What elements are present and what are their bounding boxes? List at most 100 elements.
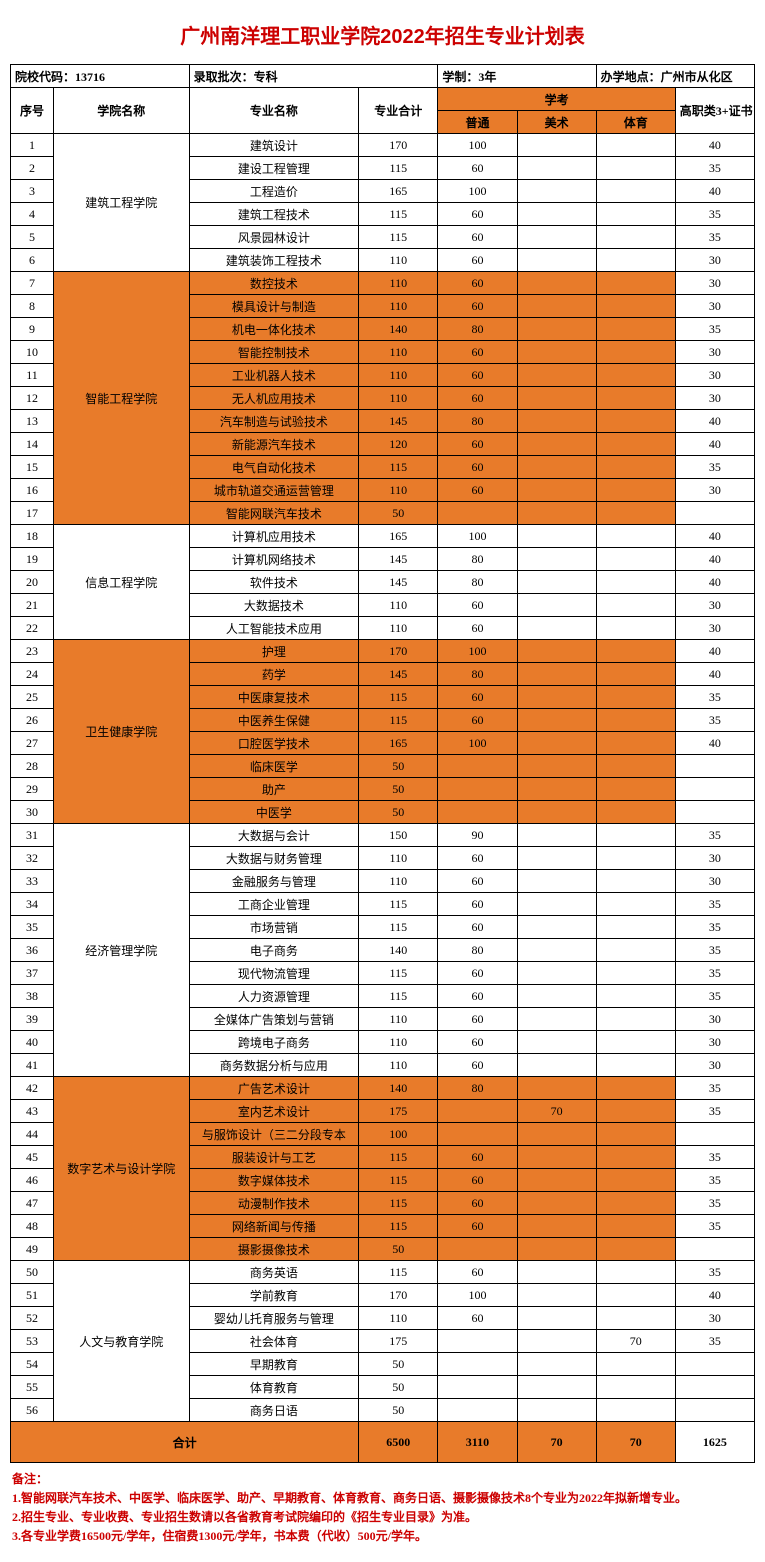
meishu-cell [517, 1146, 596, 1169]
putong-cell: 60 [438, 686, 517, 709]
major-cell: 网络新闻与传播 [189, 1215, 359, 1238]
meishu-cell [517, 180, 596, 203]
major-cell: 风景园林设计 [189, 226, 359, 249]
tiyu-cell [596, 686, 675, 709]
total-cell: 50 [359, 801, 438, 824]
putong-cell [438, 755, 517, 778]
dept-cell: 建筑工程学院 [53, 134, 189, 272]
row-idx: 55 [11, 1376, 54, 1399]
row-idx: 26 [11, 709, 54, 732]
tiyu-cell [596, 226, 675, 249]
putong-cell: 60 [438, 916, 517, 939]
cert-cell: 35 [675, 203, 754, 226]
dept-cell: 卫生健康学院 [53, 640, 189, 824]
major-cell: 智能控制技术 [189, 341, 359, 364]
row-idx: 20 [11, 571, 54, 594]
meishu-cell [517, 295, 596, 318]
putong-cell: 60 [438, 985, 517, 1008]
cert-cell: 40 [675, 640, 754, 663]
total-cell: 115 [359, 686, 438, 709]
row-idx: 14 [11, 433, 54, 456]
putong-cell: 60 [438, 387, 517, 410]
total-cell: 110 [359, 364, 438, 387]
row-idx: 33 [11, 870, 54, 893]
row-idx: 27 [11, 732, 54, 755]
cert-cell: 30 [675, 594, 754, 617]
tiyu-cell: 70 [596, 1330, 675, 1353]
major-cell: 中医养生保健 [189, 709, 359, 732]
total-cell: 115 [359, 1261, 438, 1284]
cert-cell: 35 [675, 1215, 754, 1238]
col-total: 专业合计 [359, 88, 438, 134]
notes: 备注： 1.智能网联汽车技术、中医学、临床医学、助产、早期教育、体育教育、商务日… [10, 1463, 755, 1552]
totals-row: 合计6500311070701625 [11, 1422, 755, 1463]
cert-cell [675, 778, 754, 801]
cert-cell: 40 [675, 433, 754, 456]
tiyu-cell [596, 1077, 675, 1100]
row-idx: 25 [11, 686, 54, 709]
totals-t: 6500 [359, 1422, 438, 1463]
major-cell: 机电一体化技术 [189, 318, 359, 341]
major-cell: 助产 [189, 778, 359, 801]
cert-cell: 40 [675, 571, 754, 594]
row-idx: 3 [11, 180, 54, 203]
meishu-cell [517, 847, 596, 870]
row-idx: 10 [11, 341, 54, 364]
meishu-cell [517, 732, 596, 755]
cert-cell: 35 [675, 1192, 754, 1215]
meishu-cell [517, 640, 596, 663]
row-idx: 24 [11, 663, 54, 686]
meishu-cell [517, 157, 596, 180]
col-xuekao: 学考 [438, 88, 675, 111]
notes-heading: 备注： [12, 1470, 753, 1488]
tiyu-cell [596, 318, 675, 341]
table-row: 1建筑工程学院建筑设计17010040 [11, 134, 755, 157]
cert-cell: 40 [675, 663, 754, 686]
major-cell: 市场营销 [189, 916, 359, 939]
putong-cell [438, 778, 517, 801]
table-row: 42数字艺术与设计学院广告艺术设计1408035 [11, 1077, 755, 1100]
putong-cell: 100 [438, 180, 517, 203]
major-cell: 社会体育 [189, 1330, 359, 1353]
info-location: 办学地点：广州市从化区 [596, 65, 754, 88]
totals-ms: 70 [517, 1422, 596, 1463]
major-cell: 全媒体广告策划与营销 [189, 1008, 359, 1031]
cert-cell: 35 [675, 985, 754, 1008]
row-idx: 1 [11, 134, 54, 157]
putong-cell: 60 [438, 1192, 517, 1215]
total-cell: 115 [359, 709, 438, 732]
major-cell: 商务日语 [189, 1399, 359, 1422]
tiyu-cell [596, 985, 675, 1008]
row-idx: 23 [11, 640, 54, 663]
total-cell: 110 [359, 272, 438, 295]
table-row: 31经济管理学院大数据与会计1509035 [11, 824, 755, 847]
row-idx: 31 [11, 824, 54, 847]
putong-cell: 100 [438, 525, 517, 548]
major-cell: 大数据技术 [189, 594, 359, 617]
totals-p: 3110 [438, 1422, 517, 1463]
major-cell: 智能网联汽车技术 [189, 502, 359, 525]
meishu-cell [517, 226, 596, 249]
putong-cell [438, 1353, 517, 1376]
row-idx: 41 [11, 1054, 54, 1077]
row-idx: 36 [11, 939, 54, 962]
major-cell: 电子商务 [189, 939, 359, 962]
tiyu-cell [596, 387, 675, 410]
putong-cell [438, 1238, 517, 1261]
major-cell: 动漫制作技术 [189, 1192, 359, 1215]
putong-cell: 60 [438, 1008, 517, 1031]
tiyu-cell [596, 962, 675, 985]
total-cell: 140 [359, 1077, 438, 1100]
table-row: 7智能工程学院数控技术1106030 [11, 272, 755, 295]
tiyu-cell [596, 778, 675, 801]
tiyu-cell [596, 341, 675, 364]
table-row: 18信息工程学院计算机应用技术16510040 [11, 525, 755, 548]
putong-cell: 100 [438, 134, 517, 157]
total-cell: 110 [359, 870, 438, 893]
row-idx: 12 [11, 387, 54, 410]
putong-cell: 60 [438, 364, 517, 387]
major-cell: 软件技术 [189, 571, 359, 594]
totals-ty: 70 [596, 1422, 675, 1463]
putong-cell: 60 [438, 847, 517, 870]
putong-cell: 60 [438, 1307, 517, 1330]
